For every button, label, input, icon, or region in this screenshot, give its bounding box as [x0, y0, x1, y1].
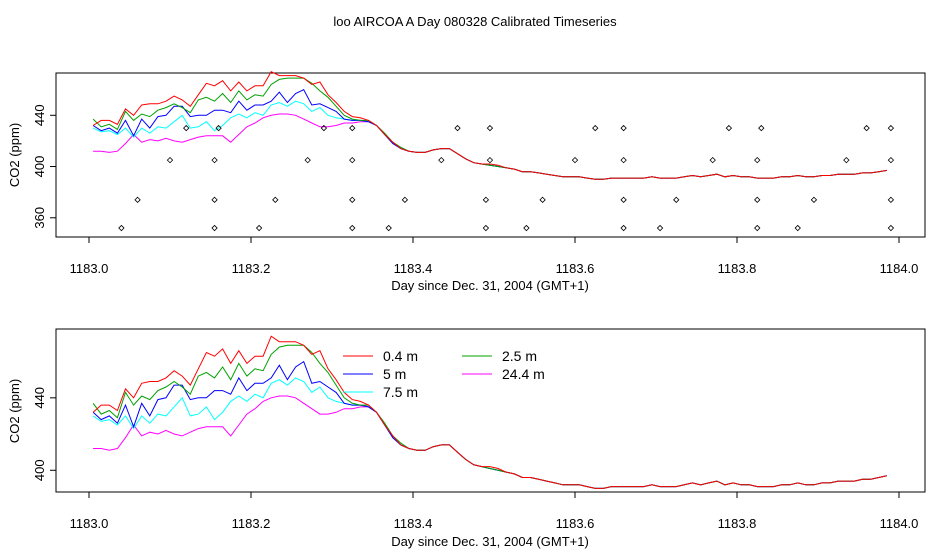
legend: 0.4 m 5 m 7.5 m 2.5 m 24.4 m [343, 348, 545, 400]
scatter-point [215, 124, 222, 132]
scatter-point [486, 124, 494, 132]
figure-title: loo AIRCOA A Day 080328 Calibrated Times… [333, 14, 617, 29]
bottom-y-axis-label: CO2 (ppm) [7, 379, 22, 443]
scatter-point [211, 196, 218, 204]
top-y-tick-label: 360 [32, 207, 47, 229]
scatter-point [887, 124, 895, 132]
scatter-point [754, 156, 761, 164]
scatter-point [134, 196, 141, 204]
scatter-point [118, 224, 125, 232]
scatter-point [539, 196, 546, 204]
legend-label: 5 m [383, 366, 406, 382]
bottom-series-line [92, 377, 887, 489]
legend-label: 0.4 m [383, 348, 418, 364]
bottom-x-tick-label: 1183.6 [556, 516, 595, 531]
top-y-tick-label: 400 [32, 156, 47, 178]
top-x-tick-label: 1183.4 [394, 261, 433, 276]
scatter-point [810, 196, 818, 204]
bottom-panel: 1183.0 1183.2 1183.4 1183.6 1183.8 1184.0 400… [7, 328, 926, 549]
top-plot-frame [55, 72, 926, 238]
scatter-point [320, 124, 328, 132]
top-x-tick-label: 1184.0 [880, 261, 919, 276]
bottom-x-tick-label: 1183.0 [70, 516, 109, 531]
scatter-point [401, 196, 409, 204]
scatter-point [887, 224, 895, 232]
scatter-point [754, 196, 761, 204]
top-y-tick-label: 440 [32, 104, 47, 126]
scatter-point [656, 224, 664, 232]
scatter-point [620, 224, 627, 232]
scatter-point [482, 196, 490, 204]
top-x-tick-label: 1183.2 [232, 261, 271, 276]
legend-label: 2.5 m [502, 348, 537, 364]
scatter-point [523, 224, 530, 232]
bottom-y-tick-label: 400 [32, 459, 47, 481]
bottom-x-tick-label: 1183.2 [232, 516, 271, 531]
scatter-point [211, 156, 218, 164]
top-series-line [93, 113, 887, 180]
scatter-point [794, 224, 801, 232]
bottom-series-line [93, 395, 887, 489]
scatter-point [272, 196, 279, 204]
bottom-plot-frame [55, 328, 926, 493]
scatter-point [709, 156, 716, 164]
bottom-series-line [92, 335, 887, 489]
top-scatter-points [118, 124, 895, 232]
scatter-point [385, 224, 392, 232]
top-series-line [92, 100, 887, 180]
top-x-axis: 1183.0 1183.2 1183.4 1183.6 1183.8 1184.0 [70, 237, 919, 276]
scatter-point [754, 224, 761, 232]
scatter-point [571, 156, 579, 164]
legend-label: 24.4 m [502, 366, 545, 382]
top-x-tick-label: 1183.6 [556, 261, 595, 276]
scatter-point [843, 156, 850, 164]
scatter-point [758, 124, 765, 132]
scatter-point [349, 196, 356, 204]
scatter-point [673, 196, 680, 204]
scatter-point [454, 124, 461, 132]
legend-label: 7.5 m [383, 384, 418, 400]
scatter-point [304, 156, 311, 164]
scatter-point [887, 196, 895, 204]
scatter-point [349, 124, 356, 132]
scatter-point [887, 156, 895, 164]
top-series-line [92, 89, 887, 180]
bottom-x-axis-label: Day since Dec. 31, 2004 (GMT+1) [391, 534, 589, 549]
scatter-point [349, 224, 356, 232]
bottom-y-axis: 400 440 [32, 387, 56, 481]
scatter-point [211, 224, 218, 232]
top-series-lines [92, 71, 887, 180]
scatter-point [349, 156, 356, 164]
scatter-point [725, 124, 733, 132]
scatter-point [863, 124, 870, 132]
top-x-tick-label: 1183.0 [70, 261, 109, 276]
top-y-axis: 360 400 440 [32, 104, 56, 229]
bottom-series-lines [92, 335, 887, 489]
scatter-point [438, 156, 445, 164]
scatter-point [486, 156, 494, 164]
top-y-axis-label: CO2 (ppm) [7, 123, 22, 187]
bottom-x-tick-label: 1183.8 [718, 516, 757, 531]
bottom-x-tick-label: 1183.4 [394, 516, 433, 531]
top-series-line [92, 71, 887, 180]
bottom-series-line [92, 360, 887, 489]
bottom-x-tick-label: 1184.0 [880, 516, 919, 531]
top-x-tick-label: 1183.8 [718, 261, 757, 276]
scatter-point [166, 156, 174, 164]
top-x-axis-label: Day since Dec. 31, 2004 (GMT+1) [391, 278, 589, 293]
scatter-point [620, 156, 627, 164]
scatter-point [482, 224, 490, 232]
bottom-y-tick-label: 440 [32, 387, 47, 409]
bottom-x-axis: 1183.0 1183.2 1183.4 1183.6 1183.8 1184.0 [70, 492, 919, 531]
scatter-point [620, 124, 627, 132]
scatter-point [183, 124, 190, 132]
top-panel: 1183.0 1183.2 1183.4 1183.6 1183.8 1184.0 360… [7, 71, 926, 293]
scatter-point [255, 224, 263, 232]
scatter-point [620, 196, 627, 204]
scatter-point [592, 124, 599, 132]
